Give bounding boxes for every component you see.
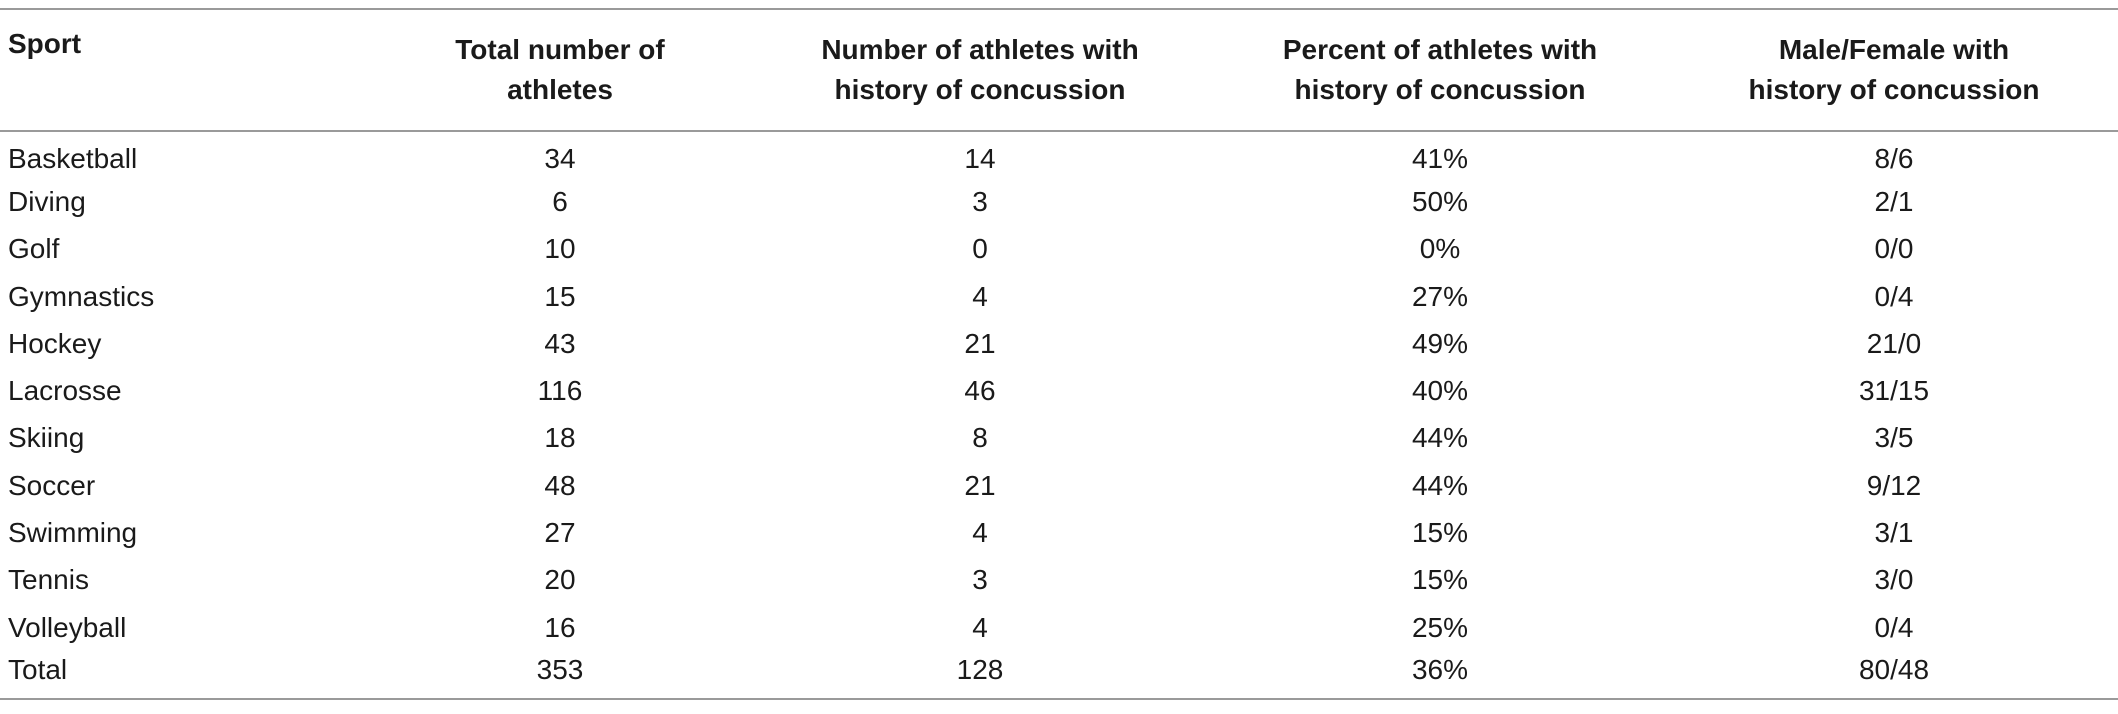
cell-total-athletes: 10	[544, 233, 576, 265]
cell-percent-concussion: 40%	[1411, 375, 1469, 407]
table-row: Tennis 20 3 15% 3/0	[0, 557, 2118, 604]
cell-number-concussion: 0	[972, 233, 988, 265]
header-total-athletes: Total number of athletes	[360, 9, 760, 131]
cell-sport: Swimming	[8, 517, 138, 549]
cell-sport: Skiing	[8, 422, 85, 454]
cell-total-athletes: 116	[537, 375, 583, 407]
cell-male-female: 3/0	[1874, 564, 1914, 596]
cell-number-concussion: 46	[964, 375, 996, 407]
cell-total-athletes: 43	[544, 327, 576, 359]
cell-percent-concussion: 36%	[1411, 654, 1469, 686]
cell-male-female: 3/1	[1874, 517, 1914, 549]
table-row: Volleyball 16 4 25% 0/4	[0, 604, 2118, 651]
cell-total-athletes: 34	[544, 143, 576, 175]
cell-total-athletes: 16	[544, 611, 576, 643]
cell-sport: Lacrosse	[8, 375, 122, 407]
cell-percent-concussion: 44%	[1411, 422, 1469, 454]
cell-sport: Soccer	[8, 469, 96, 501]
cell-total-athletes: 20	[544, 564, 576, 596]
cell-male-female: 31/15	[1858, 375, 1930, 407]
header-sport: Sport	[0, 9, 360, 131]
table-row: Diving 6 3 50% 2/1	[0, 178, 2118, 225]
cell-total-athletes: 27	[544, 517, 576, 549]
table-body: Basketball 34 14 41% 8/6 Diving 6 3 50% …	[0, 131, 2118, 699]
cell-total-athletes: 6	[552, 185, 568, 217]
cell-percent-concussion: 15%	[1411, 517, 1469, 549]
cell-percent-concussion: 0%	[1419, 233, 1461, 265]
cell-percent-concussion: 27%	[1411, 280, 1469, 312]
header-total-athletes-line-1: Total number of	[455, 34, 665, 65]
cell-male-female: 2/1	[1874, 185, 1914, 217]
cell-percent-concussion: 41%	[1411, 143, 1469, 175]
cell-number-concussion: 4	[972, 611, 988, 643]
table-row: Gymnastics 15 4 27% 0/4	[0, 273, 2118, 320]
cell-male-female: 0/4	[1874, 280, 1914, 312]
cell-percent-concussion: 25%	[1411, 611, 1469, 643]
header-number-concussion-line-1: Number of athletes with	[821, 34, 1139, 65]
cell-percent-concussion: 15%	[1411, 564, 1469, 596]
header-row: Sport Total number of athletes Number of…	[0, 9, 2118, 131]
header-percent-concussion-line-2: history of concussion	[1294, 74, 1586, 105]
concussion-history-table: Sport Total number of athletes Number of…	[0, 8, 2118, 700]
cell-number-concussion: 3	[972, 564, 988, 596]
header-sport-line-1: Sport	[8, 28, 82, 59]
table-row: Skiing 18 8 44% 3/5	[0, 415, 2118, 462]
cell-male-female: 8/6	[1874, 143, 1914, 175]
cell-total-athletes: 353	[536, 654, 584, 686]
cell-total-athletes: 18	[544, 422, 576, 454]
cell-male-female: 0/4	[1874, 611, 1914, 643]
header-male-female-concussion: Male/Female with history of concussion	[1680, 9, 2118, 131]
cell-number-concussion: 21	[964, 469, 996, 501]
table-row: Golf 10 0 0% 0/0	[0, 226, 2118, 273]
header-number-concussion-line-2: history of concussion	[834, 74, 1126, 105]
header-percent-concussion: Percent of athletes with history of conc…	[1200, 9, 1680, 131]
cell-sport: Gymnastics	[8, 280, 155, 312]
table-row-total: Total 353 128 36% 80/48	[0, 651, 2118, 699]
header-total-athletes-line-2: athletes	[507, 74, 613, 105]
header-male-female-concussion-line-2: history of concussion	[1748, 74, 2040, 105]
cell-number-concussion: 4	[972, 517, 988, 549]
cell-male-female: 3/5	[1874, 422, 1914, 454]
table-row: Hockey 43 21 49% 21/0	[0, 320, 2118, 367]
cell-male-female: 80/48	[1858, 654, 1930, 686]
cell-male-female: 9/12	[1866, 469, 1922, 501]
cell-male-female: 0/0	[1874, 233, 1914, 265]
cell-sport: Basketball	[8, 143, 138, 175]
concussion-table-container: Sport Total number of athletes Number of…	[0, 8, 2118, 700]
cell-sport: Tennis	[8, 564, 89, 596]
cell-total-athletes: 15	[544, 280, 576, 312]
header-male-female-concussion-line-1: Male/Female with	[1778, 34, 2010, 65]
cell-percent-concussion: 50%	[1411, 185, 1469, 217]
cell-number-concussion: 14	[964, 143, 996, 175]
cell-total-athletes: 48	[544, 469, 576, 501]
table-row: Basketball 34 14 41% 8/6	[0, 131, 2118, 178]
cell-sport: Volleyball	[8, 611, 127, 643]
cell-number-concussion: 3	[972, 185, 988, 217]
cell-male-female: 21/0	[1866, 327, 1922, 359]
cell-sport: Golf	[8, 233, 60, 265]
cell-number-concussion: 128	[956, 654, 1004, 686]
header-number-concussion: Number of athletes with history of concu…	[760, 9, 1200, 131]
header-percent-concussion-line-1: Percent of athletes with	[1282, 34, 1598, 65]
cell-sport: Diving	[8, 185, 86, 217]
table-header: Sport Total number of athletes Number of…	[0, 9, 2118, 131]
cell-percent-concussion: 49%	[1411, 327, 1469, 359]
table-row: Lacrosse 116 46 40% 31/15	[0, 367, 2118, 414]
cell-percent-concussion: 44%	[1411, 469, 1469, 501]
cell-number-concussion: 4	[972, 280, 988, 312]
table-row: Swimming 27 4 15% 3/1	[0, 509, 2118, 556]
cell-number-concussion: 8	[972, 422, 988, 454]
table-row: Soccer 48 21 44% 9/12	[0, 462, 2118, 509]
cell-sport: Total	[8, 654, 68, 686]
cell-sport: Hockey	[8, 327, 102, 359]
cell-number-concussion: 21	[964, 327, 996, 359]
